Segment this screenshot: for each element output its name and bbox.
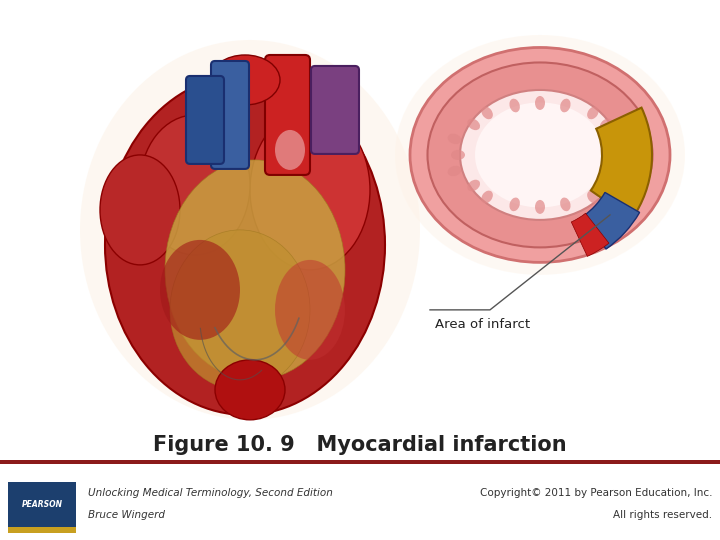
FancyBboxPatch shape <box>311 66 359 154</box>
FancyBboxPatch shape <box>8 482 76 530</box>
Ellipse shape <box>275 260 345 360</box>
Ellipse shape <box>140 115 250 255</box>
Ellipse shape <box>275 130 305 170</box>
Ellipse shape <box>535 200 545 214</box>
Ellipse shape <box>615 150 629 160</box>
Ellipse shape <box>510 198 520 211</box>
Ellipse shape <box>600 119 613 130</box>
Ellipse shape <box>560 198 570 211</box>
Ellipse shape <box>510 99 520 112</box>
Ellipse shape <box>448 134 462 144</box>
Wedge shape <box>583 192 639 249</box>
Ellipse shape <box>618 166 632 176</box>
Ellipse shape <box>170 230 310 390</box>
Text: Bruce Wingerd: Bruce Wingerd <box>88 510 165 520</box>
Ellipse shape <box>215 360 285 420</box>
Ellipse shape <box>80 40 420 420</box>
Ellipse shape <box>535 96 545 110</box>
Ellipse shape <box>165 160 345 380</box>
Text: All rights reserved.: All rights reserved. <box>613 510 712 520</box>
Ellipse shape <box>160 240 240 340</box>
Text: Figure 10. 9   Myocardial infarction: Figure 10. 9 Myocardial infarction <box>153 435 567 455</box>
Ellipse shape <box>618 134 632 144</box>
Text: PEARSON: PEARSON <box>22 501 63 509</box>
Ellipse shape <box>210 55 280 105</box>
Wedge shape <box>571 213 609 256</box>
Ellipse shape <box>100 155 180 265</box>
Ellipse shape <box>448 166 462 176</box>
Ellipse shape <box>475 103 605 207</box>
Ellipse shape <box>428 63 652 247</box>
Ellipse shape <box>467 180 480 191</box>
Ellipse shape <box>105 75 385 415</box>
Bar <box>0 460 720 464</box>
Wedge shape <box>591 107 652 219</box>
Ellipse shape <box>587 191 598 204</box>
Bar <box>8 527 76 533</box>
Ellipse shape <box>587 106 598 119</box>
Ellipse shape <box>395 35 685 275</box>
Ellipse shape <box>560 99 570 112</box>
Ellipse shape <box>451 150 465 160</box>
Ellipse shape <box>460 90 620 220</box>
Ellipse shape <box>600 180 613 191</box>
Text: Copyright© 2011 by Pearson Education, Inc.: Copyright© 2011 by Pearson Education, In… <box>480 488 712 498</box>
FancyBboxPatch shape <box>211 61 249 169</box>
FancyBboxPatch shape <box>265 55 310 175</box>
Ellipse shape <box>482 106 493 119</box>
Ellipse shape <box>250 110 370 270</box>
Ellipse shape <box>467 119 480 130</box>
Ellipse shape <box>482 191 493 204</box>
Text: Unlocking Medical Terminology, Second Edition: Unlocking Medical Terminology, Second Ed… <box>88 488 333 498</box>
Ellipse shape <box>410 48 670 262</box>
Text: Area of infarct: Area of infarct <box>435 318 530 331</box>
FancyBboxPatch shape <box>186 76 224 164</box>
